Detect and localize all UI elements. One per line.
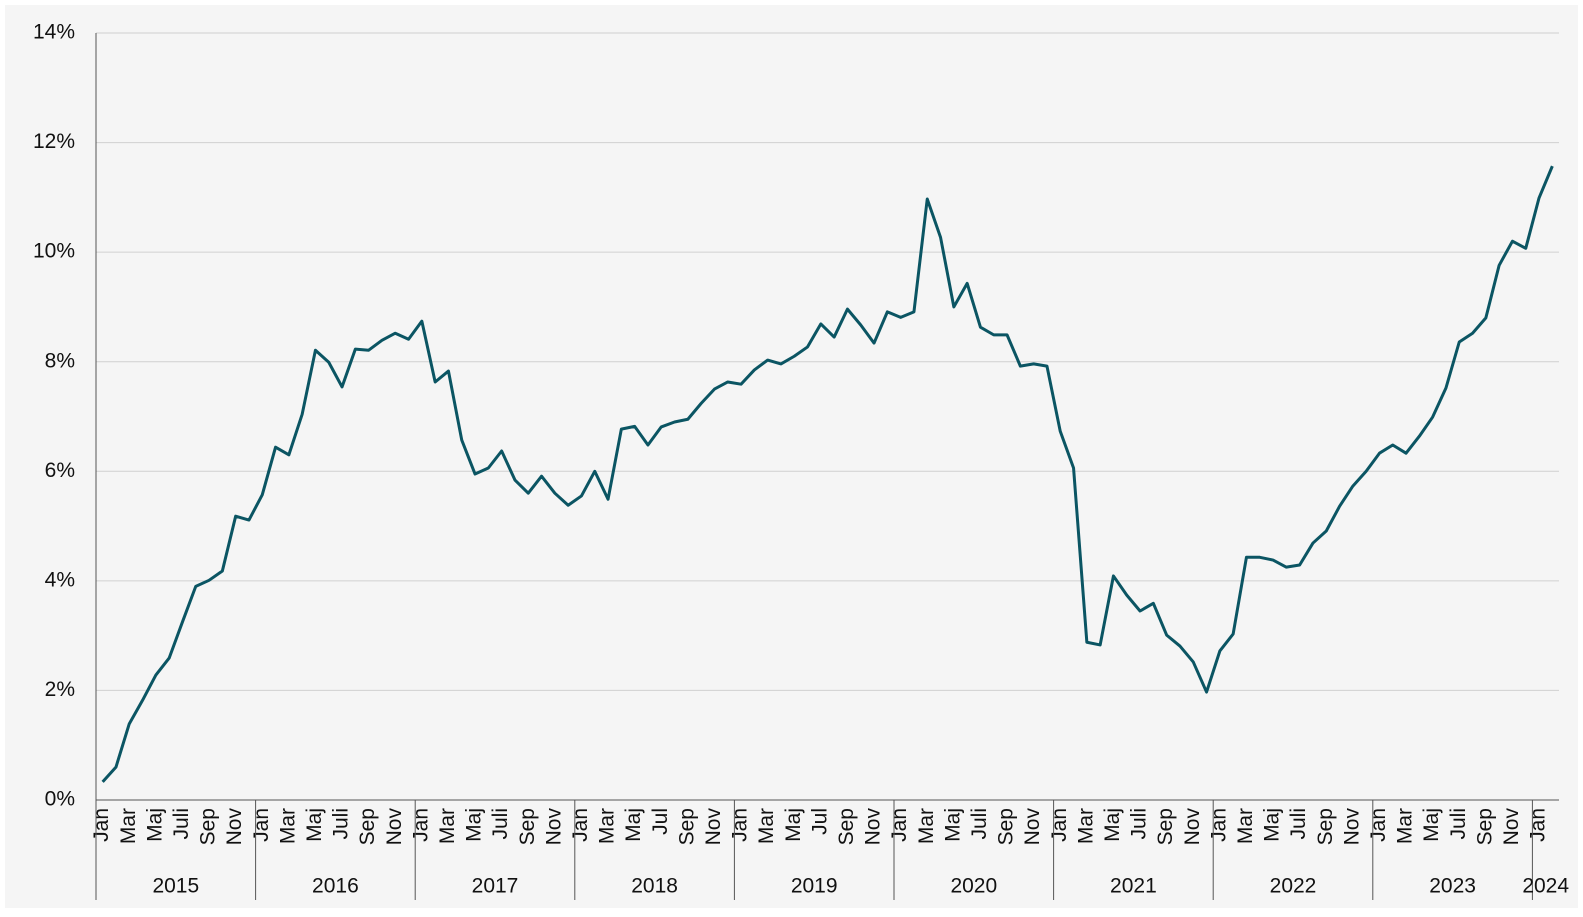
x-tick-label: Jul (649, 808, 672, 835)
x-tick-label: Sep (675, 808, 698, 845)
chart-background (5, 5, 1578, 908)
x-tick-label: Sep (516, 808, 539, 845)
x-tick-label: Jan (250, 808, 273, 842)
x-tick-label: Sep (1473, 808, 1496, 845)
y-tick-label: 14% (33, 21, 75, 44)
x-tick-label: Nov (1181, 808, 1204, 846)
y-tick-label: 10% (33, 240, 75, 263)
x-tick-label: Jul (808, 808, 831, 835)
x-tick-label: Mar (117, 808, 140, 844)
x-tick-label: Nov (702, 808, 725, 846)
x-tick-label: Jan (1207, 808, 1230, 842)
x-tick-label: Maj (1101, 808, 1124, 842)
x-tick-label: Nov (542, 808, 565, 846)
x-tick-label: Nov (1500, 808, 1523, 846)
x-tick-label: Nov (862, 808, 885, 846)
x-tick-label: Sep (835, 808, 858, 845)
x-tick-label: Juli (170, 808, 193, 840)
y-tick-label: 2% (45, 678, 75, 701)
x-group-label: 2024 (1522, 875, 1569, 898)
x-tick-label: Jan (888, 808, 911, 842)
x-tick-label: Jan (90, 808, 113, 842)
x-group-label: 2015 (152, 875, 199, 898)
x-tick-label: Sep (1154, 808, 1177, 845)
x-group-label: 2016 (312, 875, 359, 898)
y-tick-label: 6% (45, 459, 75, 482)
x-tick-label: Mar (1074, 808, 1097, 844)
x-tick-label: Sep (1314, 808, 1337, 845)
x-tick-label: Maj (143, 808, 166, 842)
x-tick-label: Nov (1340, 808, 1363, 846)
x-group-label: 2019 (791, 875, 838, 898)
x-tick-label: Mar (1234, 808, 1257, 844)
x-tick-label: Jan (1527, 808, 1550, 842)
x-tick-label: Maj (1420, 808, 1443, 842)
line-series (101, 165, 1554, 783)
x-tick-label: Juli (1287, 808, 1310, 840)
x-group-label: 2022 (1270, 875, 1317, 898)
x-tick-label: Mar (1394, 808, 1417, 844)
x-group-label: 2018 (631, 875, 678, 898)
x-tick-label: Jan (1048, 808, 1071, 842)
x-tick-label: Maj (303, 808, 326, 842)
y-tick-label: 4% (45, 568, 75, 591)
x-tick-label: Nov (223, 808, 246, 846)
x-tick-label: Mar (596, 808, 619, 844)
x-tick-label: Juli (489, 808, 512, 840)
x-tick-label: Nov (383, 808, 406, 846)
x-tick-label: Jan (569, 808, 592, 842)
x-group-label: 2021 (1110, 875, 1157, 898)
x-tick-label: Sep (197, 808, 220, 845)
x-tick-label: Mar (755, 808, 778, 844)
x-tick-label: Sep (356, 808, 379, 845)
x-tick-label: Jan (1367, 808, 1390, 842)
x-tick-label: Juli (968, 808, 991, 840)
x-group-label: 2017 (472, 875, 519, 898)
x-tick-label: Jan (409, 808, 432, 842)
y-tick-label: 0% (45, 788, 75, 811)
y-tick-label: 8% (45, 349, 75, 372)
x-group-label: 2020 (950, 875, 997, 898)
x-tick-label: Nov (1021, 808, 1044, 846)
x-group-label: 2023 (1429, 875, 1476, 898)
x-tick-label: Juli (1447, 808, 1470, 840)
x-tick-label: Maj (1261, 808, 1284, 842)
x-tick-label: Maj (463, 808, 486, 842)
x-tick-label: Sep (995, 808, 1018, 845)
x-tick-label: Maj (941, 808, 964, 842)
x-tick-label: Mar (915, 808, 938, 844)
x-tick-label: Maj (782, 808, 805, 842)
x-tick-label: Mar (276, 808, 299, 844)
x-tick-label: Maj (622, 808, 645, 842)
x-tick-label: Juli (1128, 808, 1151, 840)
x-tick-label: Mar (436, 808, 459, 844)
y-tick-label: 12% (33, 130, 75, 153)
x-tick-label: Jan (729, 808, 752, 842)
x-tick-label: Juli (330, 808, 353, 840)
